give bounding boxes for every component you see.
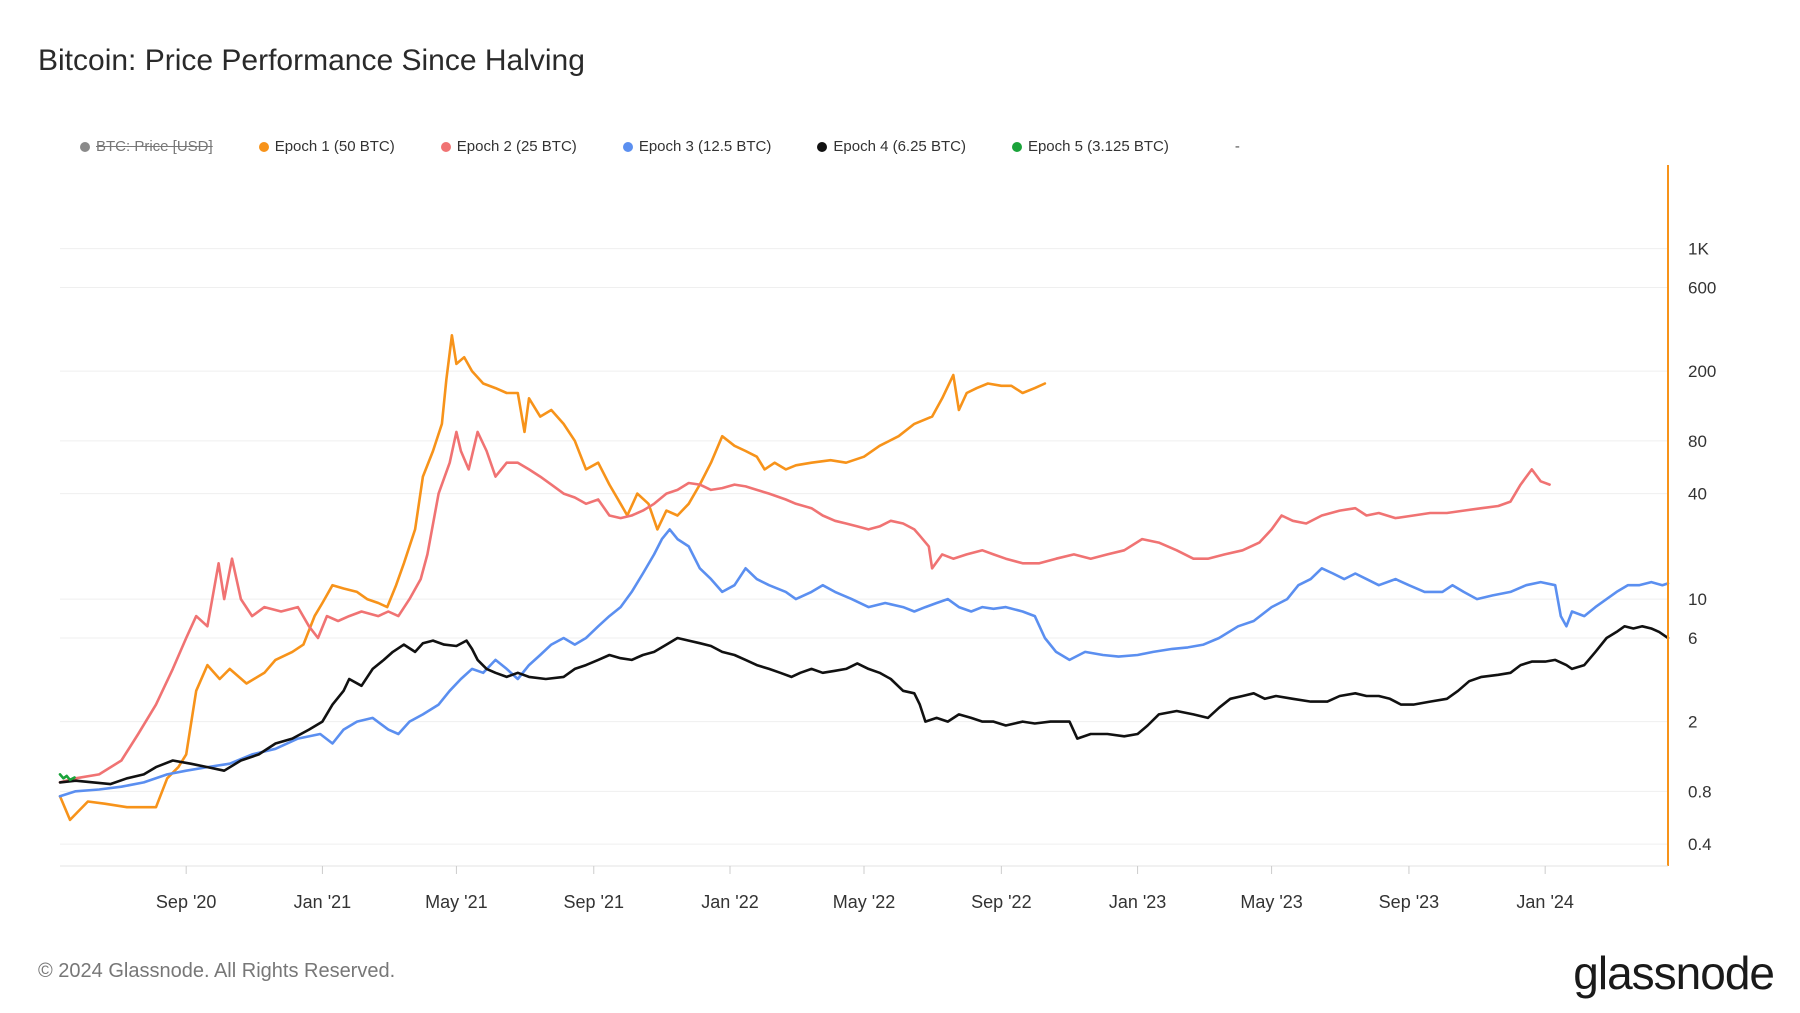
y-tick-label: 40 [1688, 485, 1707, 504]
legend-dot [440, 141, 451, 152]
x-tick-label: Sep '22 [971, 892, 1032, 912]
legend-dot [622, 141, 633, 152]
legend-label: Epoch 1 (50 BTC) [274, 138, 395, 155]
legend-item-btc-price[interactable]: BTC: Price [USD] [80, 138, 213, 155]
y-tick-label: 1K [1688, 240, 1709, 259]
legend-dot [258, 141, 269, 152]
legend-item-epoch-3[interactable]: Epoch 3 (12.5 BTC) [622, 138, 772, 155]
legend-dot [817, 141, 828, 152]
series-line-epoch-3[interactable] [58, 528, 1670, 798]
series-line-epoch-5[interactable] [58, 773, 76, 782]
legend-dot [1011, 141, 1022, 152]
legend: BTC: Price [USD] Epoch 1 (50 BTC) Epoch … [80, 138, 1240, 155]
legend-item-epoch-5[interactable]: Epoch 5 (3.125 BTC) [1011, 138, 1169, 155]
x-tick-label: Sep '21 [564, 892, 625, 912]
x-tick-label: Jan '23 [1109, 892, 1166, 912]
legend-label: Epoch 4 (6.25 BTC) [833, 138, 966, 155]
x-tick-label: Sep '23 [1379, 892, 1440, 912]
chart-series[interactable] [58, 334, 1670, 822]
chart-grid [60, 248, 1668, 845]
y-tick-label: 10 [1688, 590, 1707, 609]
x-tick-label: May '21 [425, 892, 487, 912]
y-tick-label: 0.4 [1688, 835, 1712, 854]
y-tick-label: 0.8 [1688, 782, 1712, 801]
series-line-epoch-4[interactable] [58, 625, 1670, 786]
legend-item-epoch-4[interactable]: Epoch 4 (6.25 BTC) [817, 138, 966, 155]
legend-extra: - [1234, 138, 1240, 155]
x-axis-ticks: Sep '20 Jan '21 May '21 Sep '21 Jan '22 May '… [156, 866, 1574, 912]
y-tick-label: 600 [1688, 278, 1716, 297]
legend-item-epoch-1[interactable]: Epoch 1 (50 BTC) [258, 138, 395, 155]
x-tick-label: Jan '22 [701, 892, 758, 912]
y-axis-ticks: 1K 600 200 80 40 10 6 2 0.8 0.4 [1688, 240, 1716, 854]
x-tick-label: Sep '20 [156, 892, 217, 912]
y-tick-label: 6 [1688, 629, 1697, 648]
copyright: © 2024 Glassnode. All Rights Reserved. [38, 960, 396, 982]
legend-label: BTC: Price [USD] [96, 138, 213, 155]
y-tick-label: 80 [1688, 432, 1707, 451]
series-line-epoch-2[interactable] [58, 430, 1551, 784]
legend-item-epoch-2[interactable]: Epoch 2 (25 BTC) [440, 138, 577, 155]
page-title: Bitcoin: Price Performance Since Halving [38, 44, 585, 77]
x-tick-label: Jan '24 [1516, 892, 1573, 912]
legend-label: Epoch 5 (3.125 BTC) [1027, 138, 1169, 155]
x-tick-label: May '22 [833, 892, 895, 912]
series-line-epoch-1[interactable] [58, 334, 1047, 822]
y-tick-label: 2 [1688, 713, 1697, 732]
x-tick-label: Jan '21 [294, 892, 351, 912]
glassnode-logo: glassnode [1573, 947, 1775, 999]
legend-dot [80, 141, 90, 152]
legend-label: Epoch 3 (12.5 BTC) [638, 138, 772, 155]
x-tick-label: May '23 [1240, 892, 1302, 912]
legend-label: Epoch 2 (25 BTC) [456, 138, 577, 155]
y-tick-label: 200 [1688, 362, 1716, 381]
